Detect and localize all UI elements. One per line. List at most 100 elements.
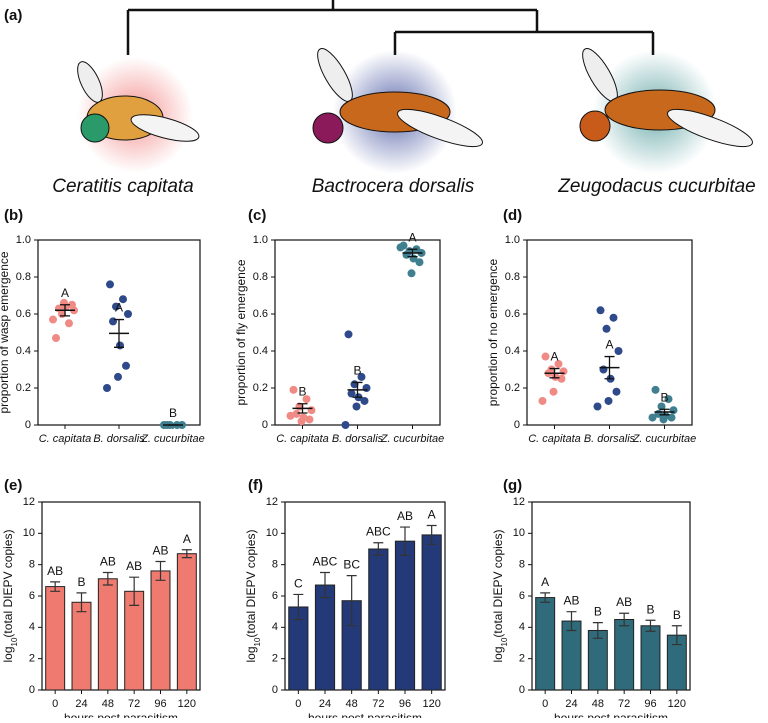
species-name: Ceratitis capitata xyxy=(52,176,194,197)
data-point xyxy=(657,402,666,411)
data-point xyxy=(68,300,76,309)
data-point xyxy=(557,374,566,383)
y-tick-label: 0.6 xyxy=(505,308,520,320)
fly-illustration xyxy=(77,57,200,173)
x-tick-label: 48 xyxy=(346,698,358,710)
data-point xyxy=(612,387,621,396)
x-tick-label: 0 xyxy=(295,698,301,710)
label-part: log xyxy=(1,646,15,662)
data-point xyxy=(609,313,618,322)
error-bar xyxy=(320,571,330,599)
panel-label: (d) xyxy=(503,207,522,224)
bar xyxy=(640,625,661,691)
y-tick-label: 0.6 xyxy=(253,308,268,320)
y-tick-label: 6 xyxy=(519,590,525,602)
y-tick-label: 12 xyxy=(23,496,35,508)
data-point xyxy=(659,415,668,424)
bar xyxy=(561,620,582,691)
data-point xyxy=(602,324,611,333)
data-point xyxy=(341,421,350,429)
bar xyxy=(614,619,635,691)
x-tick-label: 96 xyxy=(154,698,166,710)
y-tick-label: 8 xyxy=(519,559,525,571)
y-tick-label: 6 xyxy=(29,590,35,602)
panel-label: (b) xyxy=(4,207,23,224)
x-axis-label: hours post parasitism xyxy=(308,711,422,718)
data-point xyxy=(114,372,122,381)
label-part: log xyxy=(491,646,505,662)
data-point xyxy=(396,243,405,252)
y-tick-label: 2 xyxy=(272,653,278,665)
data-point xyxy=(667,413,676,422)
error-bar xyxy=(60,304,70,317)
significance-letter: B xyxy=(298,385,306,399)
error-bar xyxy=(346,575,357,627)
x-tick-label: 24 xyxy=(75,698,87,710)
y-tick-label: 2 xyxy=(29,653,35,665)
x-tick-label: 0 xyxy=(52,698,58,710)
error-bar xyxy=(293,593,304,621)
y-tick-label: 12 xyxy=(513,496,525,508)
error-bar xyxy=(566,611,577,632)
significance-letter: AB xyxy=(563,594,579,608)
data-point xyxy=(614,347,623,355)
fly-illustration xyxy=(312,48,483,174)
wing xyxy=(667,108,753,148)
data-point xyxy=(305,415,314,424)
data-point xyxy=(604,396,613,405)
x-tick-label: C. capitata xyxy=(528,433,581,445)
x-tick-label: 24 xyxy=(565,698,577,710)
significance-letter: ABC xyxy=(313,555,338,569)
data-point xyxy=(286,411,295,420)
species-name: Bactrocera dorsalis xyxy=(312,176,475,197)
label-part: 10 xyxy=(10,637,19,646)
data-point xyxy=(551,372,560,381)
plot-frame xyxy=(531,501,691,691)
y-tick-label: 0.8 xyxy=(505,271,520,283)
data-point xyxy=(352,402,361,411)
data-point xyxy=(289,385,298,394)
data-point xyxy=(651,385,660,394)
y-axis-label: proportion of no emergence xyxy=(486,258,500,406)
x-tick-label: B. dorsalis xyxy=(93,433,145,445)
y-tick-label: 0.2 xyxy=(253,382,268,394)
y-tick-label: 0.4 xyxy=(16,345,31,357)
error-bar xyxy=(352,381,363,398)
error-bar xyxy=(102,571,113,586)
data-point xyxy=(106,280,114,289)
significance-letter: B xyxy=(660,390,668,404)
significance-letter: A xyxy=(408,230,416,244)
wing xyxy=(130,114,200,142)
significance-letter: A xyxy=(428,508,436,522)
error-bar xyxy=(297,403,308,414)
bar xyxy=(314,584,336,691)
data-point xyxy=(112,302,120,311)
error-bar xyxy=(671,625,682,646)
significance-letter: AB xyxy=(100,555,116,569)
x-tick-label: 72 xyxy=(618,698,630,710)
y-tick-label: 6 xyxy=(272,590,278,602)
y-axis-label: log10(total DIEPV copies) xyxy=(1,530,19,663)
significance-letter: B xyxy=(646,602,654,616)
x-tick-label: Z. cucurbitae xyxy=(140,433,205,445)
data-point xyxy=(596,306,605,315)
label-part: (total DIEPV copies) xyxy=(491,530,505,638)
y-tick-label: 4 xyxy=(29,621,35,633)
data-point xyxy=(103,384,111,392)
panel-label: (c) xyxy=(248,207,266,224)
bar xyxy=(97,578,118,691)
y-tick-label: 0.8 xyxy=(16,271,31,283)
error-bar xyxy=(540,592,551,603)
x-tick-label: 24 xyxy=(319,698,331,710)
error-bar xyxy=(604,355,615,380)
x-tick-label: 72 xyxy=(128,698,140,710)
error-bar xyxy=(619,612,630,627)
y-tick-label: 8 xyxy=(29,559,35,571)
x-tick-label: B. dorsalis xyxy=(332,433,384,445)
data-point xyxy=(116,341,124,350)
wing xyxy=(397,108,483,148)
bar xyxy=(124,590,145,691)
significance-letter: AB xyxy=(616,595,632,609)
error-bar xyxy=(592,622,603,639)
error-bar xyxy=(155,560,166,581)
